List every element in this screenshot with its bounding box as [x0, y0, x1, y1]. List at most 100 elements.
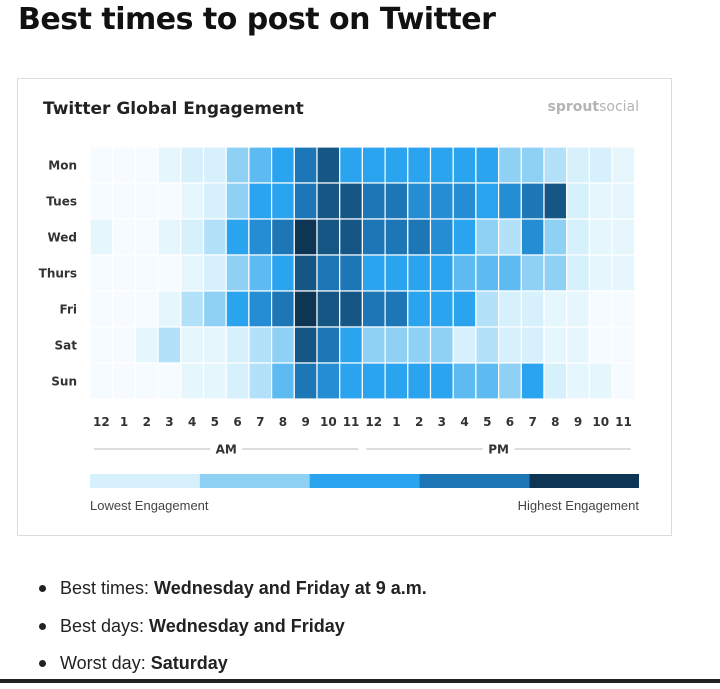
heatmap-cell	[202, 146, 227, 184]
heatmap-cell	[89, 290, 114, 328]
heatmap-cell	[543, 218, 568, 256]
heatmap-cell	[339, 362, 364, 400]
heatmap-cell	[180, 146, 205, 184]
heatmap-cell	[316, 182, 341, 220]
column-label: 2	[415, 415, 423, 429]
heatmap-cell	[89, 182, 114, 220]
heatmap-cell	[271, 254, 295, 292]
heatmap-cell	[134, 146, 159, 184]
heatmap-cell	[339, 182, 364, 220]
heatmap-cell	[588, 146, 613, 184]
heatmap-cell	[134, 254, 159, 292]
heatmap-cell	[498, 362, 522, 400]
heatmap-cell	[225, 290, 250, 328]
heatmap-cell	[611, 182, 636, 220]
brand-logo-light: social	[599, 99, 639, 115]
heatmap-cell	[180, 290, 205, 328]
heatmap-cell	[543, 146, 568, 184]
heatmap-cell	[134, 326, 159, 364]
heatmap-cell	[248, 362, 273, 400]
heatmap-cell	[498, 254, 522, 292]
heatmap-cell	[543, 326, 568, 364]
column-label: 11	[343, 415, 360, 429]
best-days-label: Best days:	[60, 615, 150, 636]
period-label: AM	[216, 443, 237, 457]
column-label: 4	[188, 415, 196, 429]
worst-day-item: Worst day: Saturday	[38, 651, 427, 689]
heatmap-cell	[271, 362, 295, 400]
heatmap-cell	[180, 362, 205, 400]
heatmap-cell	[452, 146, 477, 184]
heatmap-cell	[225, 182, 250, 220]
heatmap-cell	[611, 254, 636, 292]
heatmap-cell	[566, 182, 591, 220]
heatmap-cell	[248, 326, 273, 364]
heatmap-cell	[407, 182, 432, 220]
heatmap-cell	[271, 146, 295, 184]
legend-swatch	[199, 474, 310, 488]
heatmap-cell	[316, 146, 341, 184]
column-label: 7	[528, 415, 536, 429]
legend-high-label: Highest Engagement	[518, 498, 640, 513]
column-label: 4	[460, 415, 468, 429]
heatmap-cell	[180, 182, 205, 220]
best-times-label: Best times:	[60, 578, 155, 598]
heatmap-cell	[452, 254, 477, 292]
heatmap-cell	[180, 254, 205, 292]
heatmap-cell	[475, 362, 500, 400]
heatmap-cell	[112, 290, 136, 328]
heatmap-cell	[202, 218, 227, 256]
worst-day-label: Worst day:	[60, 653, 151, 673]
heatmap-cell	[225, 326, 250, 364]
heatmap-cell	[429, 326, 454, 364]
brand-logo-bold: sprout	[547, 99, 600, 115]
heatmap-cell	[225, 254, 250, 292]
row-label: Sat	[55, 339, 78, 353]
heatmap-cell	[498, 326, 522, 364]
legend-low-label: Lowest Engagement	[90, 498, 209, 513]
heatmap-cell	[248, 146, 273, 184]
heatmap-cell	[293, 254, 318, 292]
heatmap-cell	[316, 254, 341, 292]
heatmap-cell	[611, 290, 636, 328]
heatmap-cell	[384, 146, 409, 184]
heatmap-cell	[407, 146, 432, 184]
heatmap-cell	[452, 326, 477, 364]
heatmap-cell	[89, 218, 114, 256]
heatmap-cell	[475, 254, 500, 292]
row-label: Tues	[46, 195, 77, 209]
heatmap-cell	[225, 362, 250, 400]
heatmap-cell	[384, 326, 409, 364]
heatmap-cell	[225, 146, 250, 184]
heatmap-cell	[361, 254, 386, 292]
heatmap-cell	[611, 146, 636, 184]
heatmap-cell	[475, 290, 500, 328]
heatmap-cell	[498, 146, 522, 184]
heatmap-cell	[293, 290, 318, 328]
heatmap-cell	[134, 182, 159, 220]
heatmap-cell	[157, 182, 182, 220]
heatmap-cell	[157, 218, 182, 256]
chart-title: Twitter Global Engagement	[43, 99, 304, 119]
heatmap-cell	[498, 182, 522, 220]
page-title: Best times to post on Twitter	[18, 2, 496, 37]
period-label: PM	[488, 443, 509, 457]
column-label: 8	[551, 415, 559, 429]
heatmap-cell	[407, 326, 432, 364]
heatmap-cell	[384, 362, 409, 400]
heatmap-cell	[339, 326, 364, 364]
heatmap-cell	[361, 218, 386, 256]
heatmap-cell	[89, 362, 114, 400]
heatmap-cell	[520, 218, 545, 256]
heatmap-cell	[89, 254, 114, 292]
heatmap-cell	[112, 254, 136, 292]
bottom-divider	[0, 679, 720, 683]
best-days-item: Best days: Wednesday and Friday	[38, 614, 427, 652]
heatmap-cell	[429, 254, 454, 292]
heatmap-cell	[566, 290, 591, 328]
column-label: 5	[483, 415, 491, 429]
heatmap-cell	[339, 290, 364, 328]
row-label: Sun	[51, 375, 77, 389]
heatmap-cell	[271, 218, 295, 256]
